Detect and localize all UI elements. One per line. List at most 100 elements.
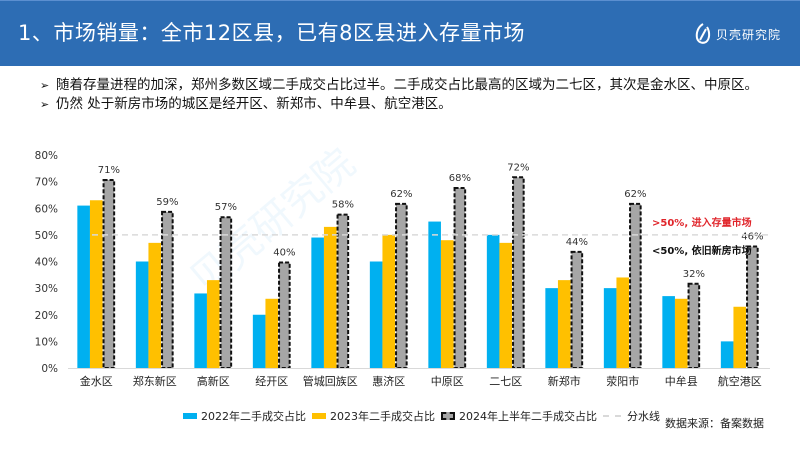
bar-2022 (428, 221, 441, 368)
bar-2023 (440, 240, 454, 368)
page-title: 1、市场销量：全市12区县，已有8区县进入存量市场 (18, 21, 525, 45)
y-tick-label: 40% (35, 257, 58, 269)
x-tick-label: 中牟县 (665, 374, 698, 388)
x-tick-label: 荥阳市 (606, 374, 639, 388)
bar-2022 (194, 293, 207, 368)
bar-2024 (512, 176, 525, 369)
bar-2024 (687, 282, 701, 369)
x-tick-label: 经开区 (255, 375, 288, 388)
legend-label-2022: 2022年二手成交占比 (201, 410, 306, 423)
bar-2023 (265, 298, 279, 368)
data-label: 59% (156, 197, 178, 208)
title-bar: 1、市场销量：全市12区县，已有8区县进入存量市场 贝壳研究院 (0, 0, 800, 66)
bar-2022 (77, 205, 90, 368)
data-label: 62% (390, 189, 412, 200)
y-tick-label: 80% (35, 150, 58, 162)
bar-2023 (206, 280, 220, 368)
bar-series: 71% 59% 57% 40% 58% 62% 68% 72% 44% 62% 32% 46% (77, 162, 770, 370)
bar-2023 (499, 242, 513, 368)
x-tick-label: 新郑市 (548, 374, 581, 388)
shell-logo-icon (695, 23, 711, 44)
x-tick-label: 惠济区 (372, 374, 405, 388)
legend-label-2024: 2024年上半年二手成交占比 (459, 410, 597, 423)
x-tick-label: 管城回族区 (303, 374, 358, 388)
bar-2023 (148, 242, 162, 368)
y-tick-label: 50% (35, 230, 58, 242)
bar-2022 (720, 341, 734, 368)
y-tick-label: 60% (35, 203, 58, 215)
bar-2023 (733, 306, 747, 368)
chart-legend: 2022年二手成交占比 2023年二手成交占比 2024年上半年二手成交占比 分… (183, 408, 666, 424)
bar-2024 (219, 216, 233, 369)
data-label: 40% (273, 248, 295, 259)
x-tick-label: 高新区 (197, 374, 230, 388)
legend-swatch-2023 (312, 413, 326, 419)
annotation-above-threshold: >50%, 进入存量市场 (652, 218, 752, 229)
bar-2023 (557, 280, 571, 368)
x-axis: 金水区 郑东新区 高新区 经开区 管城回族区 惠济区 中原区 二七区 新郑市 荥阳市 中牟县 航空港区 (68, 368, 770, 388)
y-tick-label: 10% (35, 336, 58, 348)
bar-2024 (336, 213, 350, 369)
legend-label-threshold: 分水线 (627, 410, 660, 423)
x-tick-label: 二七区 (489, 375, 522, 388)
y-tick-label: 70% (35, 177, 58, 189)
annotation-below-threshold: <50%, 依旧新房市场 (652, 246, 752, 257)
x-tick-label: 航空港区 (718, 374, 762, 388)
bar-2024 (453, 186, 467, 370)
bullet-item: ➢ 仍然 处于新房市场的城区是经开区、新郑市、中牟县、航空港区。 (40, 95, 780, 114)
legend-item-2022: 2022年二手成交占比 (183, 408, 306, 424)
bar-2024 (102, 178, 116, 370)
bar-2024 (746, 245, 759, 369)
bar-2023 (674, 298, 688, 368)
data-label: 44% (566, 237, 588, 248)
bar-2022 (311, 237, 324, 368)
data-label: 71% (98, 165, 120, 176)
bar-2024 (395, 202, 408, 369)
data-label: 62% (624, 189, 646, 200)
legend-swatch-2024 (441, 412, 455, 420)
y-axis: 0% 10% 20% 30% 40% 50% 60% 70% 80% (35, 150, 58, 375)
data-label: 46% (741, 232, 763, 243)
bullet-list: ➢ 随着存量进程的加深，郑州多数区域二手成交占比过半。二手成交占比最高的区域为二… (40, 76, 780, 114)
bar-2024 (570, 250, 584, 369)
x-tick-label: 金水区 (80, 374, 113, 388)
bar-2022 (603, 288, 617, 368)
legend-swatch-threshold (603, 415, 621, 417)
bar-2023 (323, 226, 337, 368)
y-tick-label: 20% (35, 310, 58, 322)
bar-2023 (382, 234, 396, 368)
bar-2024 (278, 261, 291, 369)
y-tick-label: 30% (35, 283, 58, 295)
y-tick-label: 0% (41, 363, 58, 375)
legend-swatch-2022 (183, 413, 197, 419)
data-label: 58% (332, 200, 354, 211)
bullet-item: ➢ 随着存量进程的加深，郑州多数区域二手成交占比过半。二手成交占比最高的区域为二… (40, 76, 780, 95)
legend-label-2023: 2023年二手成交占比 (330, 410, 435, 423)
bar-2023 (616, 277, 630, 368)
bar-2024 (629, 202, 642, 369)
data-label: 57% (215, 202, 237, 213)
bar-2022 (369, 261, 383, 368)
arrow-bullet-icon: ➢ (40, 98, 50, 111)
arrow-bullet-icon: ➢ (40, 79, 50, 92)
brand-logo: 贝壳研究院 (694, 23, 781, 45)
bullet-text: 仍然 处于新房市场的城区是经开区、新郑市、中牟县、航空港区。 (56, 96, 452, 112)
data-source: 数据来源：备案数据 (665, 417, 764, 430)
bullet-text: 随着存量进程的加深，郑州多数区域二手成交占比过半。二手成交占比最高的区域为二七区… (56, 77, 758, 93)
bar-2022 (252, 314, 266, 368)
bar-2023 (89, 200, 103, 368)
data-label: 72% (507, 162, 529, 173)
x-tick-label: 中原区 (431, 375, 464, 388)
x-tick-label: 郑东新区 (133, 374, 177, 388)
legend-item-2024: 2024年上半年二手成交占比 (441, 408, 597, 424)
legend-item-2023: 2023年二手成交占比 (312, 408, 435, 424)
legend-item-threshold: 分水线 (603, 408, 660, 424)
data-label: 68% (449, 173, 471, 184)
bar-2022 (486, 234, 500, 368)
data-label: 32% (683, 269, 705, 280)
bar-chart: 0% 10% 20% 30% 40% 50% 60% 70% 80% 71% 59% 57% 40% 5… (35, 150, 770, 388)
bar-2022 (135, 261, 149, 368)
bar-2022 (545, 288, 558, 368)
logo-text: 贝壳研究院 (716, 27, 782, 42)
bar-2022 (662, 296, 675, 368)
